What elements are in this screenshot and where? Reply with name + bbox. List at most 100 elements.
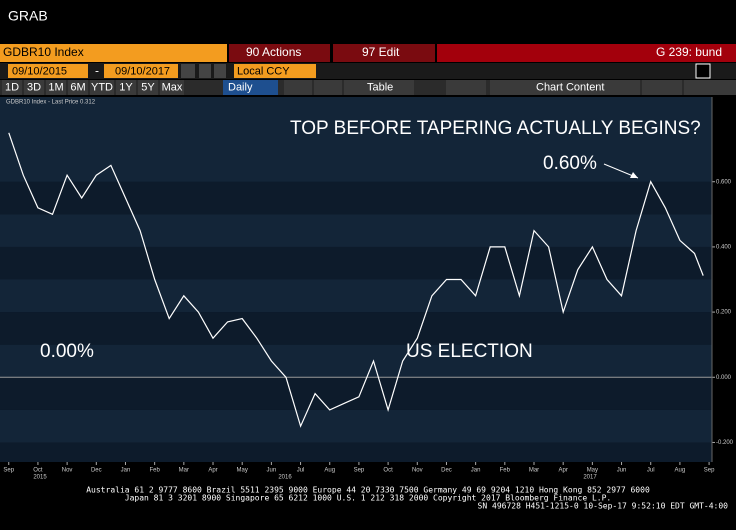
- year-label: 2015: [33, 475, 47, 481]
- x-tick-label: Sep: [704, 468, 715, 474]
- period-label: 1Y: [119, 81, 133, 93]
- settings-icon[interactable]: [684, 80, 736, 95]
- x-tick-label: Mar: [529, 468, 539, 474]
- period-label: 1D: [5, 81, 19, 93]
- period-button[interactable]: [90, 80, 114, 95]
- annotation: TOP BEFORE TAPERING ACTUALLY BEGINS?: [290, 118, 701, 139]
- x-tick-label: Oct: [33, 468, 43, 474]
- frequency: Daily: [228, 81, 253, 93]
- prev-icon[interactable]: [199, 64, 211, 78]
- chart-content-button[interactable]: [490, 80, 640, 95]
- footer-line: Japan 81 3 3201 8900 Singapore 65 6212 1…: [125, 494, 611, 503]
- band: [0, 97, 712, 182]
- period-label: 1M: [48, 81, 63, 93]
- x-tick-label: Oct: [383, 468, 393, 474]
- function-bar: [437, 44, 736, 62]
- table-button[interactable]: [344, 80, 414, 95]
- frequency-button[interactable]: [223, 80, 278, 95]
- period-button[interactable]: [46, 80, 66, 95]
- x-tick-label: Jan: [471, 468, 481, 474]
- period-button[interactable]: [116, 80, 136, 95]
- band: [0, 409, 712, 443]
- x-tick-label: Apr: [559, 468, 568, 474]
- band: [0, 377, 712, 410]
- legend: GDBR10 Index - Last Price 0.312: [6, 100, 96, 106]
- start-date-box[interactable]: [8, 64, 88, 78]
- x-tick-label: Aug: [324, 468, 335, 474]
- x-tick-label: Nov: [412, 468, 423, 474]
- y-tick-label: 0.400: [716, 244, 732, 250]
- year-label: 2017: [583, 475, 597, 481]
- actions-button[interactable]: [229, 44, 330, 62]
- period-button[interactable]: [138, 80, 158, 95]
- end-date: 09/10/2017: [115, 65, 170, 77]
- x-tick-label: Jun: [617, 468, 627, 474]
- period-label: 5Y: [141, 81, 155, 93]
- period-label: 3D: [27, 81, 41, 93]
- security-box[interactable]: [0, 44, 227, 62]
- edit-label: 97 Edit: [362, 45, 400, 59]
- band: [0, 246, 712, 280]
- arrow-head: [630, 172, 638, 178]
- x-tick-label: Mar: [179, 468, 189, 474]
- next-icon[interactable]: [214, 64, 226, 78]
- x-tick-label: Feb: [149, 468, 160, 474]
- currency-box[interactable]: [234, 64, 316, 78]
- band: [0, 279, 712, 313]
- x-tick-label: Jun: [267, 468, 277, 474]
- edit-icon[interactable]: [642, 80, 682, 95]
- footer-line: SN 496728 H451-1215-0 10-Sep-17 9:52:10 …: [478, 502, 729, 511]
- collapse-icon[interactable]: [446, 80, 486, 95]
- window-title: GRAB: [8, 8, 48, 24]
- x-tick-label: Aug: [675, 468, 686, 474]
- security: GDBR10 Index: [3, 45, 84, 59]
- annotation: 0.60%: [543, 153, 597, 174]
- y-tick-label: 0.600: [716, 179, 732, 185]
- calendar-icon[interactable]: [181, 64, 195, 78]
- period-button[interactable]: [68, 80, 88, 95]
- line-icon[interactable]: [284, 80, 312, 95]
- date-separator: -: [95, 64, 99, 78]
- band: [0, 181, 712, 215]
- x-tick-label: Dec: [91, 468, 102, 474]
- band: [0, 312, 712, 345]
- actions-label: 90 Actions: [246, 45, 301, 59]
- period-label: YTD: [91, 81, 113, 93]
- footer-line: Australia 61 2 9777 8600 Brazil 5511 239…: [86, 486, 650, 495]
- x-tick-label: Apr: [208, 468, 217, 474]
- start-date: 09/10/2015: [12, 65, 67, 77]
- band: [0, 214, 712, 247]
- period-button[interactable]: [24, 80, 44, 95]
- x-tick-label: Jul: [647, 468, 655, 474]
- y-tick-label: -0.200: [716, 440, 734, 446]
- price-line: [8, 132, 704, 428]
- x-tick-label: Jul: [297, 468, 305, 474]
- x-tick-label: Jan: [121, 468, 131, 474]
- end-date-box[interactable]: [104, 64, 178, 78]
- period-label: 6M: [70, 81, 85, 93]
- currency: Local CCY: [237, 65, 290, 77]
- x-tick-label: Sep: [354, 468, 365, 474]
- x-tick-label: May: [237, 468, 248, 474]
- back-icon[interactable]: [695, 63, 711, 79]
- x-tick-label: Nov: [62, 468, 73, 474]
- annotation: 0.00%: [40, 341, 94, 362]
- period-label: Max: [162, 81, 183, 93]
- y-tick-label: 0.000: [716, 375, 732, 381]
- chart-content-label: Chart Content: [536, 81, 604, 93]
- x-tick-label: Dec: [441, 468, 452, 474]
- x-tick-label: Feb: [500, 468, 511, 474]
- year-label: 2016: [278, 475, 292, 481]
- period-button[interactable]: [2, 80, 22, 95]
- y-tick-label: 0.200: [716, 310, 732, 316]
- band: [0, 442, 712, 462]
- crosshair-icon[interactable]: [314, 80, 342, 95]
- edit-button[interactable]: [333, 44, 435, 62]
- x-tick-label: May: [587, 468, 598, 474]
- function-label: G 239: bund: [656, 45, 722, 59]
- table-label: Table: [367, 81, 393, 93]
- period-button[interactable]: [160, 80, 184, 95]
